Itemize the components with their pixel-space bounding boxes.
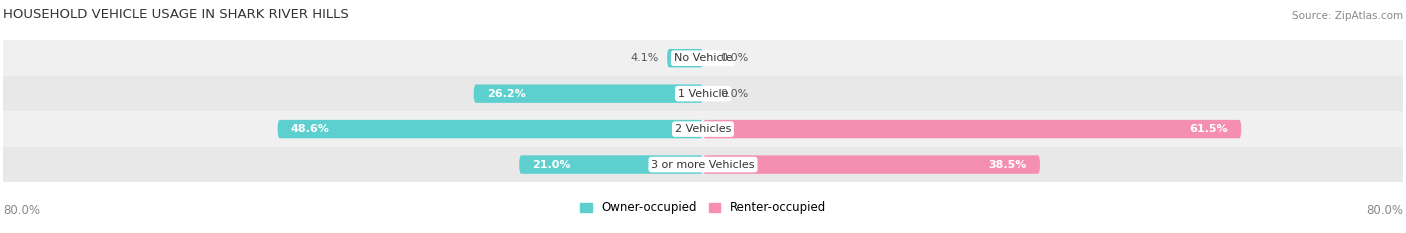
- Text: 26.2%: 26.2%: [486, 89, 526, 99]
- Bar: [3, 147, 1403, 182]
- Text: 3 or more Vehicles: 3 or more Vehicles: [651, 160, 755, 170]
- Text: 80.0%: 80.0%: [3, 204, 39, 217]
- Text: 80.0%: 80.0%: [1367, 204, 1403, 217]
- FancyBboxPatch shape: [474, 84, 703, 103]
- Text: 2 Vehicles: 2 Vehicles: [675, 124, 731, 134]
- FancyBboxPatch shape: [519, 155, 703, 174]
- Text: Source: ZipAtlas.com: Source: ZipAtlas.com: [1292, 11, 1403, 21]
- FancyBboxPatch shape: [666, 49, 703, 67]
- Text: 0.0%: 0.0%: [720, 53, 749, 63]
- Text: 0.0%: 0.0%: [720, 89, 749, 99]
- Text: HOUSEHOLD VEHICLE USAGE IN SHARK RIVER HILLS: HOUSEHOLD VEHICLE USAGE IN SHARK RIVER H…: [3, 8, 349, 21]
- Text: 38.5%: 38.5%: [988, 160, 1026, 170]
- Text: 21.0%: 21.0%: [533, 160, 571, 170]
- Text: 1 Vehicle: 1 Vehicle: [678, 89, 728, 99]
- FancyBboxPatch shape: [277, 120, 703, 138]
- FancyBboxPatch shape: [703, 120, 1241, 138]
- Text: No Vehicle: No Vehicle: [673, 53, 733, 63]
- Text: 4.1%: 4.1%: [630, 53, 658, 63]
- Text: 61.5%: 61.5%: [1189, 124, 1229, 134]
- Bar: [3, 111, 1403, 147]
- Legend: Owner-occupied, Renter-occupied: Owner-occupied, Renter-occupied: [575, 196, 831, 219]
- FancyBboxPatch shape: [703, 155, 1040, 174]
- Text: 48.6%: 48.6%: [291, 124, 329, 134]
- Bar: [3, 41, 1403, 76]
- Bar: [3, 76, 1403, 111]
